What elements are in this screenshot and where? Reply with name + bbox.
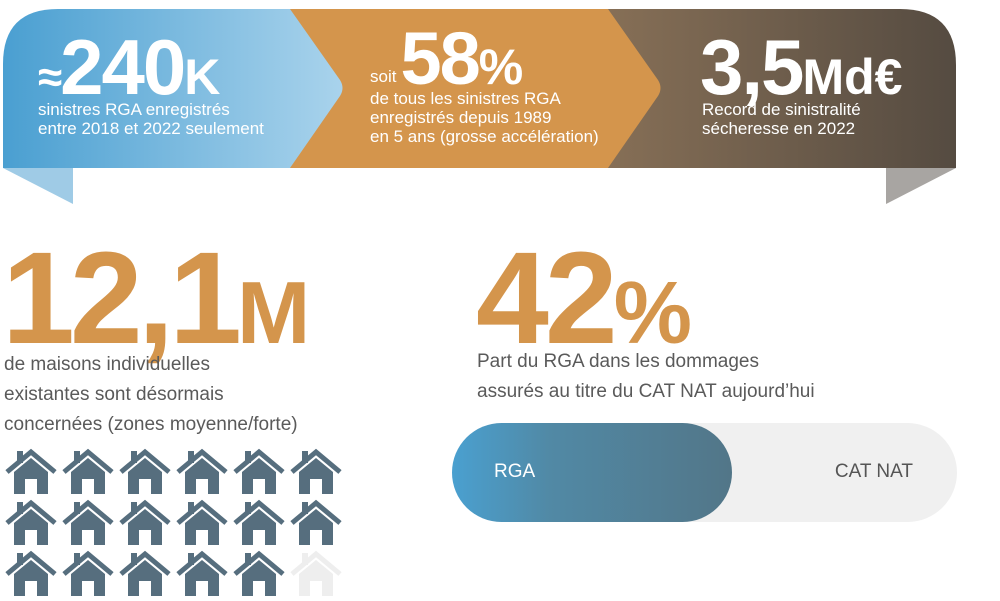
- houses-stat-value: 12,1M: [2, 232, 310, 363]
- segment-brown: [560, 9, 956, 168]
- house-icon: [118, 550, 172, 596]
- house-icon: [289, 448, 343, 494]
- houses-stat-caption: de maisons individuelles existantes sont…: [4, 350, 298, 440]
- stat-prefix: soit: [370, 67, 397, 86]
- house-icon: [61, 499, 115, 545]
- caption-line: en 5 ans (grosse accélération): [370, 127, 599, 146]
- house-icon: [61, 550, 115, 596]
- caption-line: sécheresse en 2022: [702, 119, 856, 138]
- house-icon: [289, 499, 343, 545]
- caption-line: de tous les sinistres RGA: [370, 89, 561, 108]
- share-stat-caption: Part du RGA dans les dommages assurés au…: [477, 347, 815, 407]
- caption-line: enregistrés depuis 1989: [370, 108, 552, 127]
- house-icon: [61, 448, 115, 494]
- share-progress-bar: RGA CAT NAT: [452, 423, 957, 522]
- house-icon: [175, 448, 229, 494]
- house-icon: [118, 499, 172, 545]
- stat-unit: M: [236, 263, 311, 362]
- stat-unit: %: [478, 39, 524, 95]
- stat-unit: %: [613, 263, 692, 362]
- caption-line: Part du RGA dans les dommages: [477, 351, 759, 372]
- bar-segment-label: RGA: [494, 461, 536, 482]
- house-icon: [175, 550, 229, 596]
- bar-total-label: CAT NAT: [834, 461, 913, 482]
- stat-claims-share: soit58% de tous les sinistres RGA enregi…: [370, 22, 599, 147]
- banner-ribbon-shape: [3, 9, 956, 204]
- approx-symbol: ≈: [38, 53, 63, 102]
- stat-unit: Md€: [802, 49, 903, 105]
- caption-line: de maisons individuelles: [4, 354, 210, 375]
- stat-claims-count: ≈240K sinistres RGA enregistrés entre 20…: [38, 28, 264, 138]
- house-icon: [4, 550, 58, 596]
- stat-value: 12,1: [2, 224, 242, 371]
- caption-line: sinistres RGA enregistrés: [38, 100, 230, 119]
- stat-record-cost: 3,5Md€ Record de sinistralité sécheresse…: [700, 28, 903, 138]
- house-icon: [4, 448, 58, 494]
- stat-unit: K: [184, 49, 221, 105]
- caption-line: assurés au titre du CAT NAT aujourd’hui: [477, 381, 815, 402]
- stat-value: 58: [400, 17, 480, 100]
- stat-caption: Record de sinistralité sécheresse en 202…: [702, 100, 861, 138]
- house-icon: [118, 448, 172, 494]
- stat-value: 3,5: [700, 23, 804, 111]
- stat-caption: de tous les sinistres RGA enregistrés de…: [370, 89, 599, 146]
- house-icon: [232, 550, 286, 596]
- stat-value: 42: [476, 224, 618, 371]
- caption-line: concernées (zones moyenne/forte): [4, 414, 298, 435]
- stats-banner: ≈240K sinistres RGA enregistrés entre 20…: [0, 0, 1000, 210]
- house-icon: [232, 499, 286, 545]
- caption-line: entre 2018 et 2022 seulement: [38, 119, 264, 138]
- share-stat-value: 42%: [476, 232, 692, 363]
- left-fold: [3, 168, 73, 204]
- house-icon-inactive: [289, 550, 343, 596]
- house-icon: [232, 448, 286, 494]
- right-fold: [886, 168, 956, 204]
- share-progress-fill: [452, 423, 732, 522]
- caption-line: existantes sont désormais: [4, 384, 224, 405]
- house-icon: [4, 499, 58, 545]
- house-icon: [175, 499, 229, 545]
- segment-orange: [280, 9, 661, 168]
- stat-value: 240: [60, 23, 186, 111]
- segment-blue: [3, 9, 343, 168]
- stat-caption: sinistres RGA enregistrés entre 2018 et …: [38, 100, 264, 138]
- caption-line: Record de sinistralité: [702, 100, 861, 119]
